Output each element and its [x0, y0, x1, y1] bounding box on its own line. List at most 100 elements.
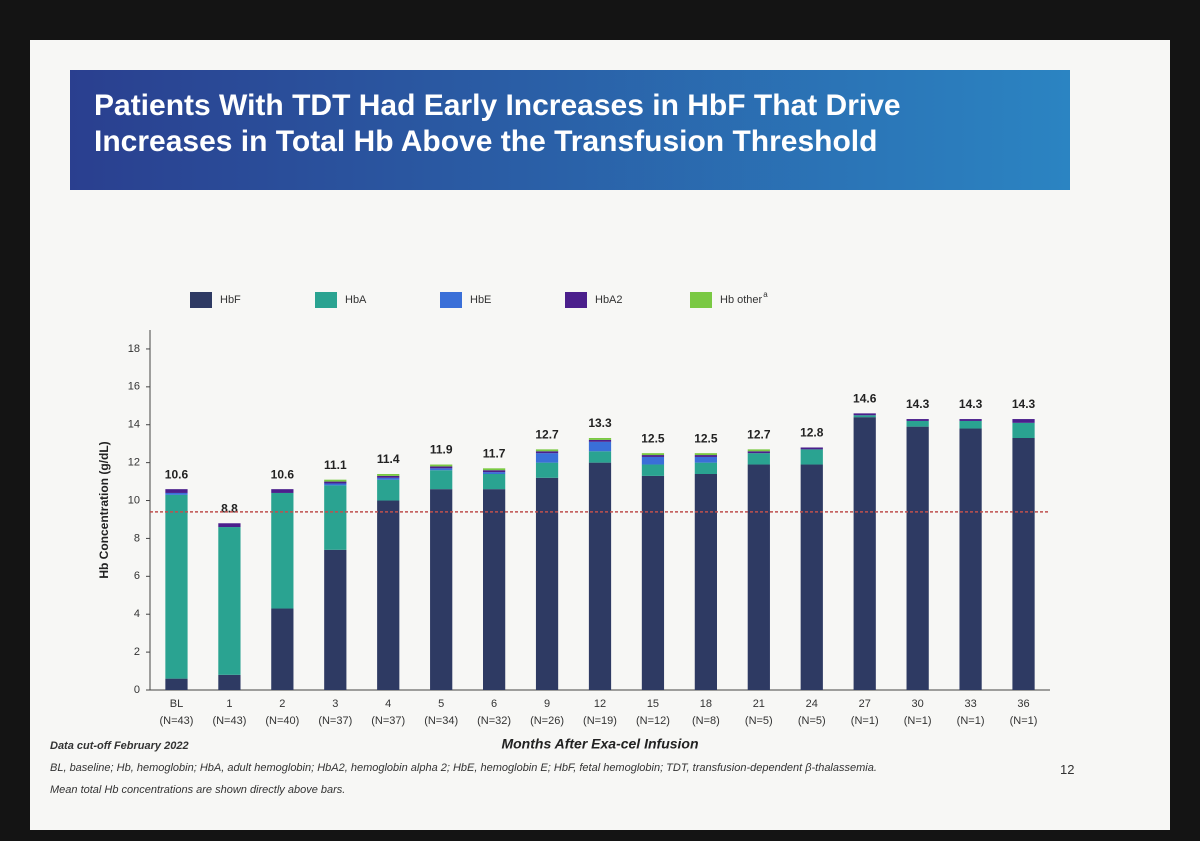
- bar-segment: [535, 449, 559, 452]
- bar-segment: [165, 494, 188, 679]
- total-label: 14.3: [1012, 397, 1036, 411]
- total-label: 11.7: [483, 446, 506, 460]
- y-tick-label: 6: [134, 570, 140, 582]
- legend-swatch: [440, 292, 462, 308]
- legend-swatch: [565, 292, 587, 308]
- x-tick-label: 33: [964, 698, 976, 710]
- x-tick-label: BL: [170, 698, 183, 710]
- x-tick-label: 3: [332, 698, 338, 710]
- bar-segment: [588, 462, 612, 690]
- bar-segment: [641, 453, 665, 456]
- bar-segment: [218, 527, 241, 675]
- bar-segment: [483, 474, 506, 490]
- n-label: (N=5): [745, 715, 773, 727]
- x-tick-label: 6: [491, 698, 497, 710]
- bar-segment: [430, 468, 453, 471]
- bar-segment: [535, 451, 559, 454]
- y-axis-title: Hb Concentration (g/dL): [97, 441, 111, 578]
- total-label: 11.9: [430, 443, 453, 457]
- n-label: (N=26): [530, 715, 564, 727]
- total-label: 10.6: [165, 467, 189, 481]
- bar-segment: [324, 485, 347, 550]
- bar-segment: [324, 483, 347, 486]
- total-label: 13.3: [588, 416, 612, 430]
- bar-segment: [747, 453, 770, 465]
- x-tick-label: 30: [912, 698, 924, 710]
- total-label: 12.5: [641, 431, 665, 445]
- bar-segment: [1012, 438, 1035, 690]
- bar-segment: [747, 449, 770, 452]
- total-label: 11.1: [324, 458, 347, 472]
- abbreviations: BL, baseline; Hb, hemoglobin; HbA, adult…: [50, 762, 877, 774]
- bar-segment: [377, 500, 400, 690]
- bar-segment: [800, 447, 823, 450]
- bar-segment: [906, 426, 929, 690]
- bar-segment: [853, 415, 876, 418]
- total-label: 12.5: [694, 431, 718, 445]
- bar-segment: [324, 481, 347, 484]
- bar-segment: [853, 413, 876, 416]
- y-tick-label: 18: [128, 343, 140, 355]
- y-tick-label: 8: [134, 532, 140, 544]
- x-tick-label: 18: [700, 698, 712, 710]
- bar-segment: [165, 492, 188, 495]
- bar-segment: [430, 464, 453, 467]
- bar-segment: [218, 674, 241, 690]
- bar-segment: [959, 428, 982, 690]
- bar-segment: [800, 449, 823, 465]
- bar-segment: [694, 455, 717, 457]
- n-label: (N=40): [265, 715, 299, 727]
- bar-segment: [906, 419, 929, 421]
- bar-segment: [377, 477, 400, 480]
- bar-segment: [959, 420, 982, 429]
- bar-segment: [324, 549, 347, 690]
- bar-segment: [165, 489, 188, 493]
- bar-segment: [694, 474, 717, 690]
- total-label: 12.7: [535, 428, 559, 442]
- n-label: (N=8): [692, 715, 720, 727]
- bar-segment: [641, 455, 665, 457]
- bar-segment: [535, 462, 559, 478]
- bar-segment: [588, 451, 612, 463]
- bar-segment: [694, 456, 717, 463]
- bar-segment: [377, 475, 400, 478]
- bar-segment: [535, 477, 559, 690]
- bar-segment: [324, 479, 347, 482]
- bar-segment: [483, 468, 506, 471]
- n-label: (N=43): [212, 715, 246, 727]
- total-label: 12.7: [747, 428, 771, 442]
- bar-segment: [959, 419, 982, 421]
- bar-segment: [271, 489, 294, 493]
- x-tick-label: 1: [226, 698, 232, 710]
- legend-swatch: [690, 292, 712, 308]
- bar-segment: [641, 475, 665, 690]
- bar-segment: [218, 523, 241, 528]
- y-tick-label: 4: [134, 608, 140, 620]
- x-tick-label: 21: [753, 698, 765, 710]
- bar-segment: [483, 470, 506, 473]
- bar-segment: [430, 470, 453, 490]
- x-tick-label: 15: [647, 698, 659, 710]
- y-tick-label: 12: [128, 457, 140, 469]
- bar-segment: [694, 453, 717, 456]
- bar-segment: [165, 678, 188, 690]
- total-label: 11.4: [377, 452, 400, 466]
- bar-segment: [747, 464, 770, 690]
- x-tick-label: 24: [806, 698, 818, 710]
- bar-segment: [694, 462, 717, 474]
- n-label: (N=1): [904, 715, 932, 727]
- x-tick-label: 5: [438, 698, 444, 710]
- total-label: 12.8: [800, 426, 824, 440]
- x-tick-label: 2: [279, 698, 285, 710]
- x-axis-title: Months After Exa-cel Infusion: [501, 736, 698, 752]
- total-label: 8.8: [221, 501, 238, 515]
- y-tick-label: 10: [128, 494, 140, 506]
- legend-label: HbE: [470, 294, 491, 306]
- y-tick-label: 16: [128, 381, 140, 393]
- x-tick-label: 12: [594, 698, 606, 710]
- bar-segment: [377, 479, 400, 501]
- bar-segment: [1012, 422, 1035, 438]
- legend-superscript: a: [763, 290, 768, 299]
